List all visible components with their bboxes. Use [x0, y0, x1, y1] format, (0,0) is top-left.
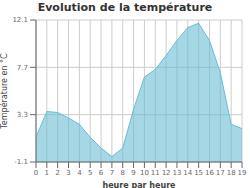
svg-text:1: 1	[45, 169, 49, 177]
svg-text:4: 4	[77, 169, 82, 177]
html-text:Evolution de la température: Evolution de la température	[37, 1, 213, 14]
svg-text:7: 7	[110, 169, 114, 177]
svg-text:19: 19	[238, 169, 242, 177]
svg-text:18: 18	[227, 169, 236, 177]
svg-text:14: 14	[183, 169, 192, 177]
svg-text:3: 3	[66, 169, 70, 177]
svg-text:17: 17	[216, 169, 225, 177]
svg-text:Température en °C: Température en °C	[8, 53, 9, 130]
svg-text:9: 9	[131, 169, 135, 177]
svg-text:11: 11	[151, 169, 160, 177]
svg-text:12.1: 12.1	[12, 16, 28, 24]
svg-text:0: 0	[34, 169, 38, 177]
svg-text:2: 2	[55, 169, 59, 177]
svg-text:8: 8	[121, 169, 125, 177]
svg-text:heure par heure: heure par heure	[102, 181, 176, 188]
svg-text:12: 12	[162, 169, 171, 177]
svg-text:3.3: 3.3	[17, 111, 28, 119]
svg-text:13: 13	[172, 169, 181, 177]
svg-text:7.7: 7.7	[17, 64, 28, 72]
svg-text:15: 15	[194, 169, 203, 177]
svg-text:-1.1: -1.1	[14, 158, 28, 166]
svg-text:6: 6	[99, 169, 104, 177]
svg-text:10: 10	[140, 169, 149, 177]
svg-text:5: 5	[88, 169, 92, 177]
svg-text:16: 16	[205, 169, 214, 177]
